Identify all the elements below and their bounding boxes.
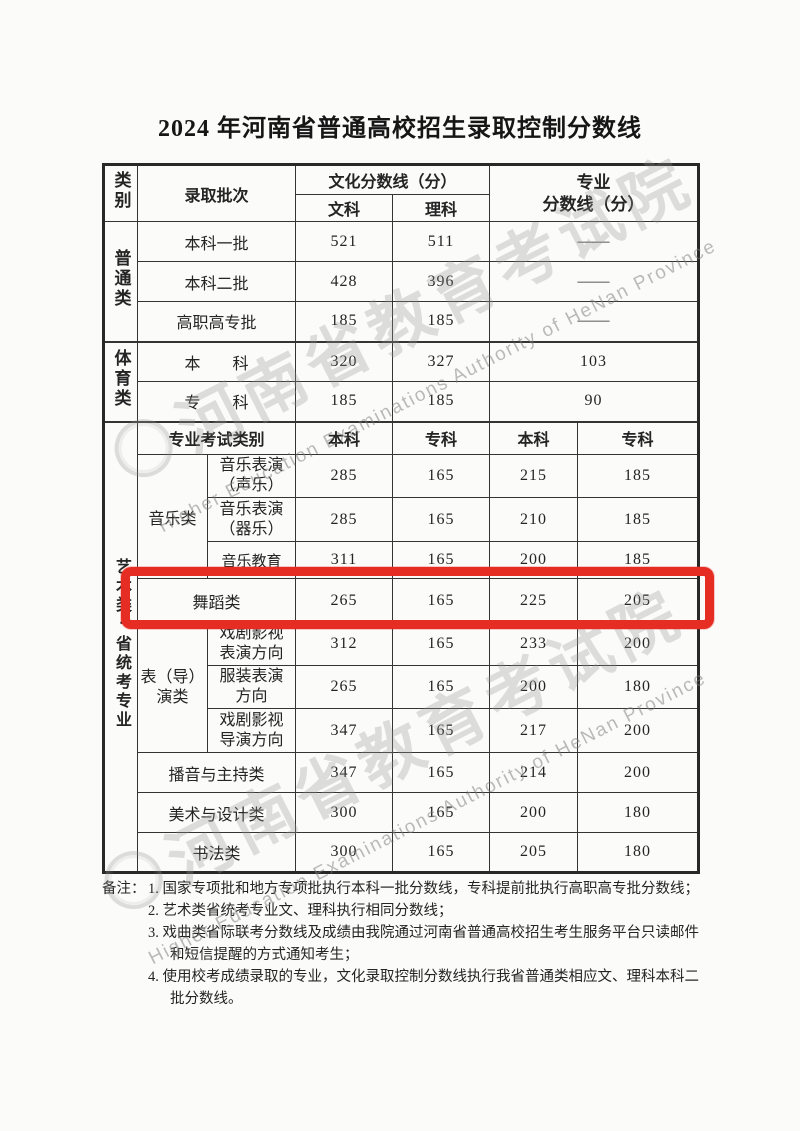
- art-header-label: 专业考试类别: [137, 420, 296, 455]
- notes-section: 备注： 1. 国家专项批和地方专项批执行本科一批分数线，专科提前批执行高职高专批…: [102, 878, 702, 1010]
- row-label: 服装表演 方向: [207, 665, 296, 709]
- notes-label: 备注：: [102, 881, 146, 897]
- score-cell: 511: [392, 221, 490, 262]
- score-cell: 265: [295, 665, 393, 709]
- score-cell: 327: [392, 340, 490, 382]
- group-tiyu: 体育类: [103, 340, 138, 422]
- score-cell: 300: [295, 832, 393, 873]
- note-item: 2. 艺术类省统考专业文、理科执行相同分数线；: [148, 903, 453, 919]
- score-cell: 265: [295, 578, 393, 623]
- score-cell: 185: [577, 497, 699, 542]
- header-wenke: 文科: [295, 194, 393, 222]
- row-label: 音乐教育: [207, 541, 296, 579]
- score-cell: 185: [577, 454, 699, 498]
- score-cell: 165: [392, 497, 490, 542]
- score-cell: 165: [392, 622, 490, 666]
- score-cell: 200: [577, 622, 699, 666]
- score-cell: 214: [489, 752, 578, 793]
- score-cell: 185: [392, 301, 490, 342]
- score-cell: 185: [295, 301, 393, 342]
- header-batch: 录取批次: [137, 164, 296, 222]
- score-cell: 200: [489, 541, 578, 579]
- header-like: 理科: [392, 194, 490, 222]
- score-cell: 396: [392, 261, 490, 302]
- score-cell: 521: [295, 221, 393, 262]
- score-cell: 165: [392, 454, 490, 498]
- score-cell: 210: [489, 497, 578, 542]
- row-label: 音乐表演 （器乐）: [207, 497, 296, 542]
- score-cell: 205: [577, 578, 699, 623]
- score-cell: 233: [489, 622, 578, 666]
- score-cell: 285: [295, 497, 393, 542]
- notes-items: 1. 国家专项批和地方专项批执行本科一批分数线，专科提前批执行高职高专批分数线；…: [148, 878, 702, 1010]
- art-header-zhuanke: 专科: [577, 420, 699, 455]
- score-cell: 300: [295, 792, 393, 833]
- score-cell: 165: [392, 752, 490, 793]
- header-professional-score: 专业 分数线（分）: [489, 164, 699, 222]
- score-cell: ——: [489, 261, 699, 302]
- note-item: 4. 使用校考成绩录取的专业，文化录取控制分数线执行我省普通类相应文、理科本科二…: [148, 969, 699, 1007]
- score-cell: 200: [489, 665, 578, 709]
- score-cell: ——: [489, 301, 699, 342]
- note-item: 1. 国家专项批和地方专项批执行本科一批分数线，专科提前批执行高职高专批分数线；: [148, 881, 699, 897]
- score-cell: 165: [392, 832, 490, 873]
- score-cell: 165: [392, 578, 490, 623]
- score-cell: 185: [577, 541, 699, 579]
- score-cell: ——: [489, 221, 699, 262]
- row-label: 播音与主持类: [137, 752, 296, 793]
- score-cell: 200: [489, 792, 578, 833]
- row-label: 高职高专批: [137, 301, 296, 342]
- group-putong: 普通类: [103, 221, 138, 342]
- group-yishu: 艺术类·省统考专业: [103, 420, 138, 873]
- score-cell: 320: [295, 340, 393, 382]
- score-cell: 180: [577, 792, 699, 833]
- score-cell: 225: [489, 578, 578, 623]
- row-label: 本科二批: [137, 261, 296, 302]
- group-yinyue: 音乐类: [137, 454, 208, 579]
- score-cell: 180: [577, 665, 699, 709]
- score-cell: 165: [392, 792, 490, 833]
- art-header-benke: 本科: [489, 420, 578, 455]
- row-label: 音乐表演 （声乐）: [207, 454, 296, 498]
- row-label: 本 科: [137, 340, 296, 382]
- row-label: 戏剧影视 导演方向: [207, 708, 296, 753]
- art-header-zhuanke: 专科: [392, 420, 490, 455]
- score-cell: 285: [295, 454, 393, 498]
- score-cell: 165: [392, 708, 490, 753]
- row-label: 戏剧影视 表演方向: [207, 622, 296, 666]
- score-cell: 90: [489, 381, 699, 422]
- score-cell: 311: [295, 541, 393, 579]
- header-category: 类别: [103, 164, 138, 222]
- row-label: 美术与设计类: [137, 792, 296, 833]
- score-cell: 217: [489, 708, 578, 753]
- score-cell: 428: [295, 261, 393, 302]
- note-item: 3. 戏曲类省际联考分数线及成绩由我院通过河南省普通高校招生考生服务平台只读邮件…: [148, 925, 699, 963]
- art-header-benke: 本科: [295, 420, 393, 455]
- score-cell: 185: [392, 381, 490, 422]
- score-cell: 185: [295, 381, 393, 422]
- score-cell: 347: [295, 752, 393, 793]
- score-cell: 165: [392, 665, 490, 709]
- score-cell: 205: [489, 832, 578, 873]
- score-cell: 200: [577, 708, 699, 753]
- score-cell: 165: [392, 541, 490, 579]
- row-label-wudao: 舞蹈类: [137, 578, 296, 623]
- score-cell: 180: [577, 832, 699, 873]
- header-culture-score: 文化分数线（分）: [295, 164, 490, 195]
- score-cell: 215: [489, 454, 578, 498]
- page-title: 2024 年河南省普通高校招生录取控制分数线: [158, 116, 642, 142]
- score-cell: 200: [577, 752, 699, 793]
- score-cell: 312: [295, 622, 393, 666]
- row-label: 专 科: [137, 381, 296, 422]
- row-label: 书法类: [137, 832, 296, 873]
- row-label: 本科一批: [137, 221, 296, 262]
- score-cell: 103: [489, 340, 699, 382]
- group-biaodaoyan: 表（导） 演类: [137, 622, 208, 753]
- score-table: 类别 录取批次 文化分数线（分） 专业 分数线（分） 文科 理科 普通类 本科一…: [102, 163, 700, 874]
- score-cell: 347: [295, 708, 393, 753]
